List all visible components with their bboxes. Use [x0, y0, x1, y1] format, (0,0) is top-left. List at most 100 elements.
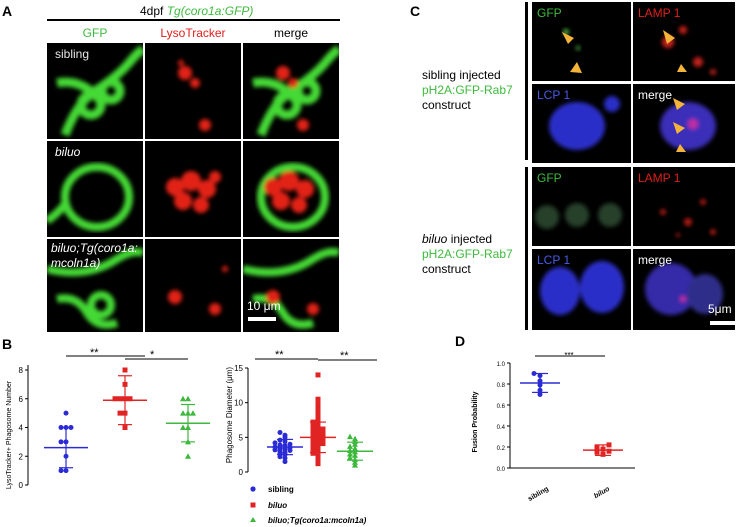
- data-point: [347, 454, 353, 460]
- y-tick-label: 0: [239, 468, 244, 477]
- left-sig-1: **: [90, 347, 99, 359]
- title-underline: [47, 19, 340, 21]
- data-point: [315, 408, 321, 414]
- channel-label-merge: merge: [273, 26, 308, 40]
- micrograph-sibling-gfp: [47, 43, 143, 139]
- y-tick-label: 10: [234, 399, 243, 408]
- row-label-biluo: biluo: [55, 145, 81, 159]
- data-point: [122, 367, 128, 373]
- data-point: [180, 410, 186, 416]
- y-tick-label: 15: [234, 364, 243, 373]
- data-point: [112, 396, 118, 402]
- divider-c-bottom: [525, 167, 528, 330]
- data-point: [310, 438, 316, 444]
- panel-a-title: 4dpf Tg(coro1a:GFP): [140, 4, 254, 18]
- right-y-ticks: 0 5 10 15: [234, 364, 248, 477]
- legend-rescue: biluo;Tg(coro1a:mcoln1a): [268, 516, 367, 525]
- data-point: [315, 461, 321, 467]
- data-point: [58, 439, 64, 445]
- left-sig-2: *: [150, 349, 155, 361]
- left-y-ticks: 0 2 4 6 8: [19, 366, 28, 490]
- micrograph-sibling-merge: [243, 43, 339, 139]
- d-xtick-biluo: biluo: [593, 485, 612, 500]
- data-point: [320, 441, 326, 447]
- right-ylabel: Phagosome Diameter (μm): [225, 367, 234, 464]
- c-label-gfp-1: GFP: [537, 6, 562, 20]
- panel-letter-b: B: [2, 336, 13, 352]
- data-point: [282, 459, 288, 465]
- scale-bar-a: [248, 317, 276, 321]
- d-ylabel: Fusion Probability: [472, 391, 479, 452]
- group-biluo-caption: biluo injected pH2A:GFP-Rab7 construct: [422, 232, 513, 276]
- y-tick-label: 8: [19, 366, 24, 375]
- scale-bar-label-c: 5μm: [708, 302, 732, 316]
- data-point: [315, 372, 321, 378]
- data-point: [315, 417, 321, 423]
- c-biluo-gfp: [532, 167, 631, 246]
- y-tick-label: 5: [239, 433, 244, 442]
- scale-bar-c: [710, 321, 736, 325]
- data-point: [352, 462, 358, 468]
- right-chart-marks: [267, 372, 373, 468]
- legend-marker-rescue: [250, 517, 256, 522]
- d-chart-marks: [520, 371, 623, 457]
- data-point: [347, 443, 353, 449]
- group-sibling-caption: sibling injected pH2A:GFP-Rab7 construct: [422, 68, 513, 112]
- y-tick-label: 0.4: [497, 425, 506, 431]
- data-point: [287, 441, 293, 447]
- legend-sibling: sibling: [268, 485, 294, 494]
- c-biluo-lamp1: [633, 167, 735, 246]
- data-point: [122, 425, 128, 430]
- micrograph-biluo-gfp: [47, 141, 143, 237]
- data-point: [320, 426, 326, 432]
- data-point: [63, 410, 69, 416]
- channel-label-gfp: GFP: [82, 26, 108, 40]
- data-point: [594, 449, 600, 455]
- data-point: [310, 444, 316, 450]
- data-point: [352, 459, 358, 465]
- data-point: [320, 437, 326, 443]
- c-sibling-merge: [633, 84, 735, 163]
- right-sig-1: **: [275, 349, 284, 361]
- data-point: [310, 441, 316, 447]
- y-tick-label: 2: [19, 452, 24, 461]
- data-point: [282, 455, 288, 461]
- micrograph-biluo-merge: [243, 141, 339, 237]
- legend-marker-sibling: [250, 486, 256, 492]
- panel-letter-a: A: [2, 3, 13, 19]
- data-point: [315, 414, 321, 420]
- data-point: [315, 396, 321, 402]
- c-label-lamp1-1: LAMP 1: [638, 6, 681, 20]
- left-chart-marks: [44, 367, 210, 474]
- d-xtick-sibling: sibling: [527, 486, 550, 503]
- panel-letter-c: C: [410, 3, 421, 19]
- data-point: [310, 431, 316, 437]
- data-point: [315, 405, 321, 411]
- data-point: [315, 453, 321, 459]
- y-tick-label: 0.0: [497, 467, 506, 473]
- data-point: [272, 440, 278, 446]
- data-point: [180, 424, 186, 430]
- data-point: [537, 392, 543, 397]
- micrograph-rescue-gfp: [47, 239, 143, 332]
- y-tick-label: 0.8: [497, 383, 506, 389]
- c-biluo-merge: [633, 249, 735, 330]
- panel-letter-d: D: [455, 333, 466, 349]
- micrograph-rescue-lysotracker: [145, 239, 241, 332]
- c-label-lamp1-2: LAMP 1: [638, 171, 681, 185]
- data-point: [606, 448, 612, 454]
- panel-d-chart: Fusion Probability 0.0 0.2 0.4 0.6 0.8 1.0 **…: [472, 351, 635, 503]
- data-point: [315, 457, 321, 463]
- right-sig-2: **: [340, 350, 349, 362]
- data-point: [594, 444, 600, 450]
- row-label-rescue: biluo;Tg(coro1a: mcoln1a): [51, 241, 138, 270]
- data-point: [63, 468, 69, 474]
- d-y-ticks: 0.0 0.2 0.4 0.6 0.8 1.0: [497, 362, 510, 473]
- y-tick-label: 0: [19, 481, 24, 490]
- data-point: [320, 430, 326, 436]
- data-point: [282, 432, 288, 438]
- row-label-sibling: sibling: [55, 47, 90, 61]
- data-point: [58, 468, 64, 474]
- y-tick-label: 4: [19, 424, 24, 433]
- data-point: [117, 396, 123, 402]
